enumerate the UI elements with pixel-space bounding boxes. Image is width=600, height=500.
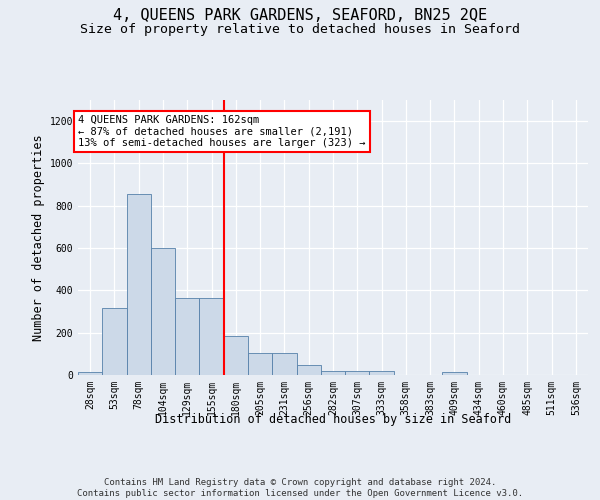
Bar [370, 371, 394, 375]
Text: 4, QUEENS PARK GARDENS, SEAFORD, BN25 2QE: 4, QUEENS PARK GARDENS, SEAFORD, BN25 2Q… [113, 8, 487, 22]
Bar [272, 353, 296, 375]
Bar [296, 366, 321, 375]
Text: Distribution of detached houses by size in Seaford: Distribution of detached houses by size … [155, 412, 511, 426]
Bar [224, 336, 248, 375]
Bar [151, 248, 175, 375]
Text: Contains HM Land Registry data © Crown copyright and database right 2024.
Contai: Contains HM Land Registry data © Crown c… [77, 478, 523, 498]
Bar [175, 298, 199, 375]
Bar [102, 308, 127, 375]
Text: Size of property relative to detached houses in Seaford: Size of property relative to detached ho… [80, 22, 520, 36]
Y-axis label: Number of detached properties: Number of detached properties [32, 134, 46, 341]
Bar [127, 194, 151, 375]
Bar [78, 372, 102, 375]
Bar [442, 372, 467, 375]
Bar [248, 353, 272, 375]
Text: 4 QUEENS PARK GARDENS: 162sqm
← 87% of detached houses are smaller (2,191)
13% o: 4 QUEENS PARK GARDENS: 162sqm ← 87% of d… [78, 115, 365, 148]
Bar [321, 371, 345, 375]
Bar [199, 298, 224, 375]
Bar [345, 371, 370, 375]
